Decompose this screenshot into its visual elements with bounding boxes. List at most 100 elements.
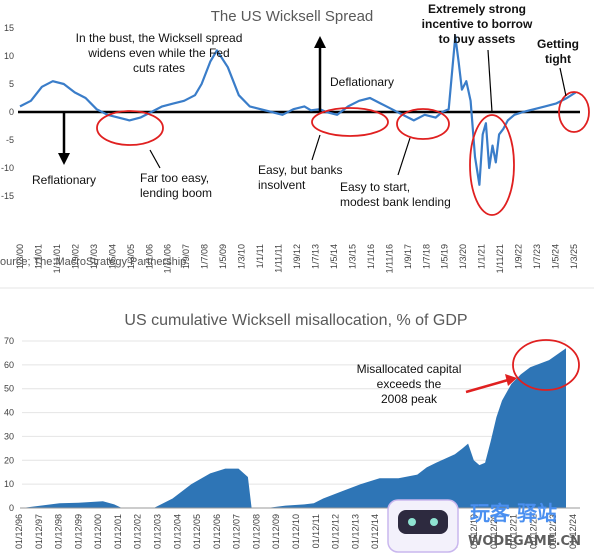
chart2-gridlines [22,340,566,485]
chart2-x-tick: 01/12/21 [509,514,519,549]
chart1-x-tick: 1/3/00 [15,244,25,269]
watermark-en: WODEGAME.CN [468,534,581,549]
annotation-borrow-incentive: Extremely strong incentive to borrow to bu… [422,2,533,46]
chart1-x-tick: 1/3/05 [126,244,136,269]
chart1-x-tick: 1/7/08 [200,244,210,269]
chart1-x-tick: 1/3/15 [347,244,357,269]
pointer-banks-insolvent [311,134,321,161]
chart2-x-tick: 01/12/24 [568,514,578,549]
chart1-x-tick: 1/11/16 [384,244,394,273]
chart1-x-tick: 1/1/01 [33,244,43,269]
chart2-x-tick: 01/12/04 [172,514,182,549]
modest-lending-ellipse [396,108,450,140]
annotation-reflationary: Reflationary [32,173,96,187]
chart1-x-tick: 1/9/07 [181,244,191,269]
chart2-x-tick: 01/12/96 [14,514,24,549]
chart1-x-tick: 1/11/06 [163,244,173,273]
chart1-x-tick: 1/1/21 [477,244,487,269]
chart1-x-tick: 1/9/12 [292,244,302,269]
chart1-x-tick: 1/9/02 [70,244,80,269]
watermark: 玩客 驿站 WODEGAME.CN [387,499,581,553]
chart2-x-tick: 01/12/06 [212,514,222,549]
chart2-x-tick: 01/12/01 [113,514,123,549]
wicksell-spread-line [19,35,577,186]
chart1-x-tick: 1/3/10 [237,244,247,269]
annotation-capital-peak: Misallocated capital exceeds the 2008 peak [357,362,462,406]
chart1-y-tick: 0 [9,107,14,117]
chart2-y-tick: 40 [4,408,14,418]
chart1-y-tick: -10 [1,163,14,173]
annotation-lending-boom: Far too easy, lending boom [140,171,212,200]
chart2-y-tick: 20 [4,455,14,465]
annotation-bust: In the bust, the Wicksell spread widens e… [76,31,243,75]
pointer-getting-tight [559,67,567,97]
watermark-cn: 玩客 驿站 [470,501,557,525]
capital-peak-ellipse [512,339,580,391]
chart1-x-tick: 1/5/14 [329,244,339,269]
borrow-incentive-ellipse [469,114,515,216]
chart1-x-tick: 1/3/25 [569,244,579,269]
chart1-y-tick: -5 [6,135,14,145]
chart1-x-tick: 1/11/11 [274,244,284,273]
chart1-x-tick: 1/11/21 [495,244,505,273]
chart1-y-tick: 5 [9,79,14,89]
chart1-x-tick: 1/7/03 [89,244,99,269]
reflationary-arrow [58,112,70,165]
chart1-x-tick: 1/9/17 [403,244,413,269]
chart1-y-axis: 15 10 5 0 -5 -10 -15 [1,23,14,201]
chart2-y-tick: 30 [4,431,14,441]
getting-tight-ellipse [558,91,590,133]
capital-peak-arrow [465,374,517,394]
chart1-title: The US Wicksell Spread [211,8,374,25]
chart1-y-tick: 15 [4,23,14,33]
chart2-y-tick: 50 [4,384,14,394]
chart2-x-tick: 01/12/13 [350,514,360,549]
chart2-x-tick: 01/12/09 [271,514,281,549]
chart2-x-tick: 01/12/23 [548,514,558,549]
pointer-borrow-incentive [487,49,493,113]
chart2-y-tick: 0 [9,503,14,513]
chart1-x-tick: 1/7/13 [310,244,320,269]
chart2-x-tick: 01/12/07 [232,514,242,549]
chart2-x-tick: 01/12/05 [192,514,202,549]
chart1-x-tick: 1/5/19 [440,244,450,269]
annotation-banks-insolvent: Easy, but banks insolvent [258,163,343,192]
chart2-x-tick: 01/12/03 [153,514,163,549]
chart1-x-axis: 1/3/00 1/1/01 1/11/01 1/9/02 1/7/03 1/5/04 1/3… [15,244,579,273]
deflationary-arrow [314,36,326,112]
chart2-x-tick: 01/12/11 [311,514,321,548]
chart2-x-tick: 01/12/19 [469,514,479,549]
annotation-getting-tight: Getting tight [537,37,579,66]
chart2-y-axis: 70 60 50 40 30 20 10 0 [4,336,14,513]
chart1-x-tick: 1/5/09 [218,244,228,269]
chart2-x-tick: 01/12/22 [528,514,538,549]
chart1-x-tick: 1/7/18 [421,244,431,269]
chart1-x-tick: 1/9/22 [514,244,524,269]
chart1-x-tick: 1/1/06 [144,244,154,269]
chart1-y-tick: 10 [4,51,14,61]
chart1-x-tick: 1/1/11 [255,244,265,268]
chart2-y-tick: 60 [4,360,14,370]
lending-boom-ellipse [96,110,164,146]
chart2-x-tick: 01/12/98 [54,514,64,549]
pointer-modest-lending [397,137,411,176]
chart2-x-tick: 01/12/12 [331,514,341,549]
pointer-lending-boom [149,149,161,169]
chart2-x-tick: 01/12/14 [370,514,380,549]
source-note: ource; The MacroStrategy Partnership [0,256,186,268]
chart2-x-tick: 01/12/08 [251,514,261,549]
chart1-x-tick: 1/5/24 [551,244,561,269]
chart2-x-tick: 01/12/10 [291,514,301,549]
chart2-x-tick: 01/12/99 [73,514,83,549]
misallocation-area [22,348,566,508]
chart2-x-tick: 01/12/02 [133,514,143,549]
chart2-x-tick: 01/12/20 [489,514,499,549]
chart1-x-tick: 1/5/04 [107,244,117,269]
chart1-x-tick: 1/7/23 [532,244,542,269]
chart2-title: US cumulative Wicksell misallocation, % … [124,312,467,329]
chart1-x-tick: 1/3/20 [458,244,468,269]
chart2-x-tick: 01/12/97 [34,514,44,549]
chart2-y-tick: 10 [4,479,14,489]
chart2-y-tick: 70 [4,336,14,346]
